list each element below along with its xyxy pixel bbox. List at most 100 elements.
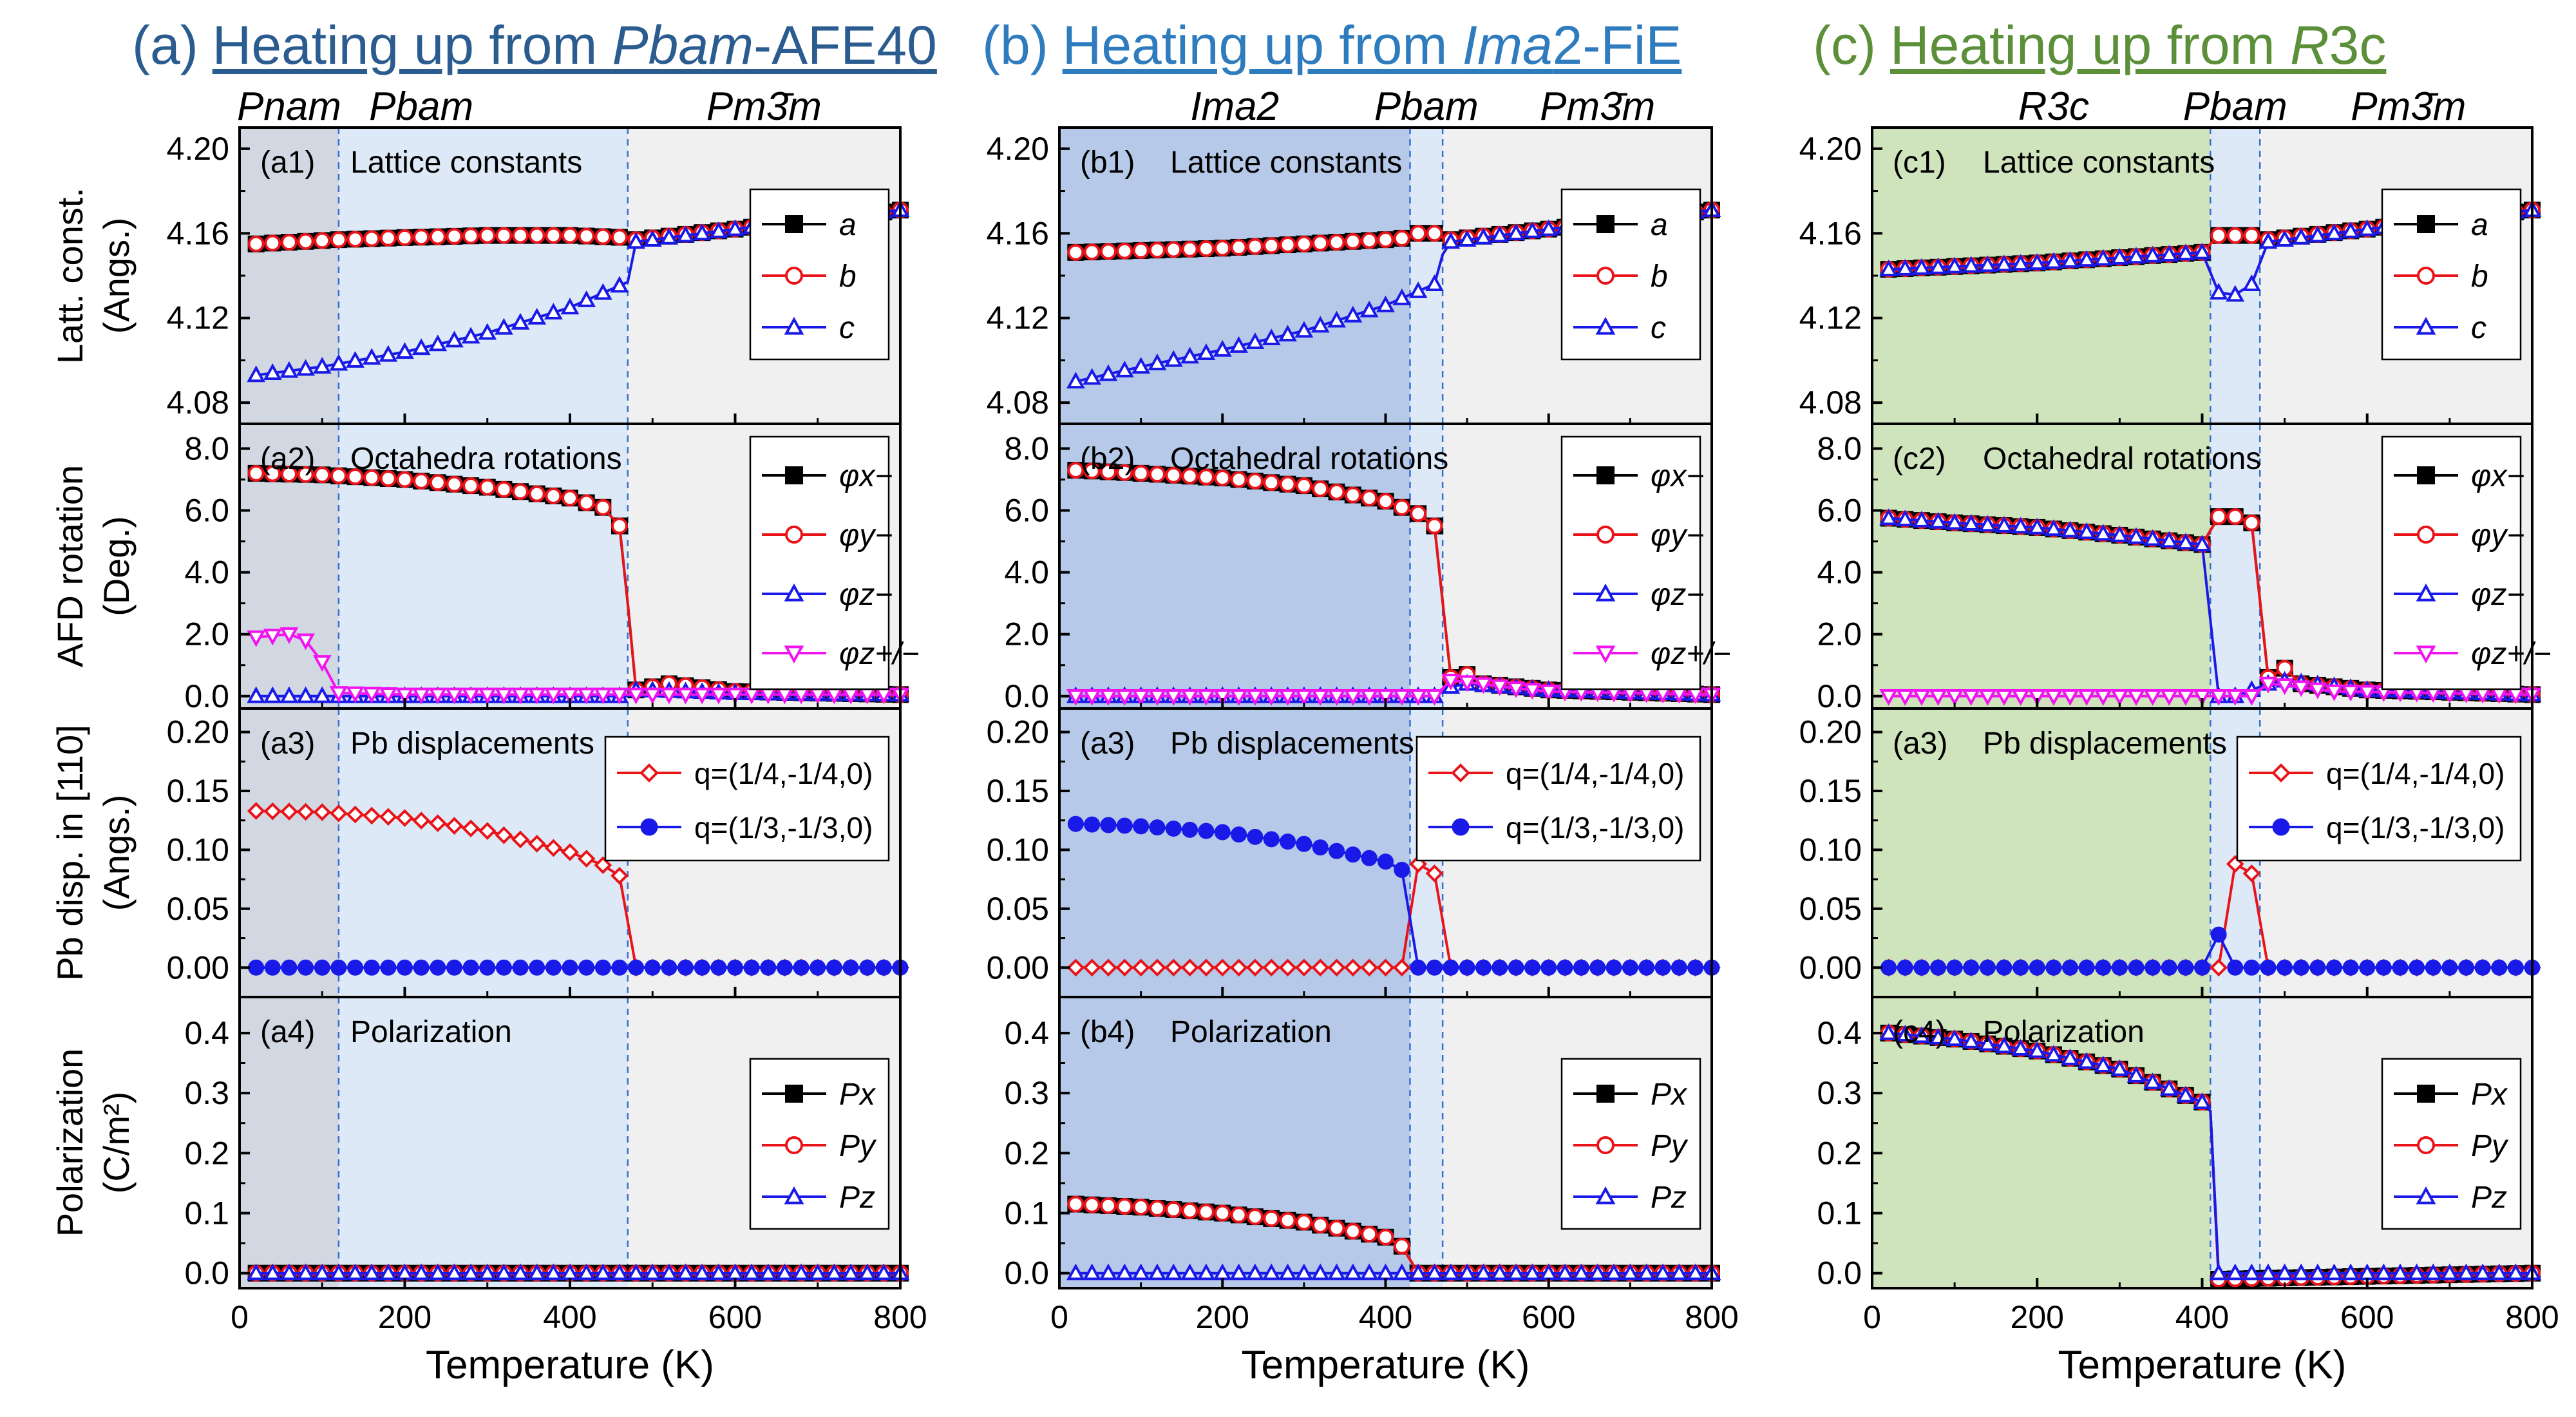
data-point [1230, 471, 1247, 488]
data-point [2094, 1056, 2113, 1073]
data-point [2341, 685, 2360, 702]
legend-label: Pz [1651, 1181, 1687, 1215]
data-point [1295, 958, 1313, 977]
data-point [1686, 1263, 1705, 1280]
data-point [248, 959, 265, 976]
data-point [1245, 689, 1265, 706]
data-point [785, 466, 803, 484]
data-point [2417, 215, 2435, 233]
data-point [1425, 274, 1444, 291]
data-point [1278, 689, 1297, 706]
data-point [2275, 230, 2295, 247]
data-point [1132, 689, 1151, 706]
data-point [379, 808, 397, 826]
data-point [2272, 818, 2290, 836]
legend: Px Py Pz [2381, 1058, 2522, 1230]
panel-a3: 0.00 0.05 0.10 0.15 0.20 (a3) Pb displacements… [167, 707, 909, 998]
data-point [247, 1263, 266, 1280]
data-point [825, 1263, 844, 1280]
phase-label: Pbam [369, 84, 473, 129]
data-point [1588, 1263, 1607, 1280]
data-point [1637, 1263, 1656, 1280]
column-title-b: (b) Heating up from Ima2-FiE [982, 14, 1681, 77]
y-axis-title-line: AFD rotation [50, 465, 90, 667]
legend-label: φy− [1651, 518, 1704, 553]
legend-item: Pz [1573, 1181, 1687, 1215]
data-point [1115, 958, 1134, 977]
data-point [676, 687, 695, 705]
data-point [1622, 959, 1638, 976]
phase-region [1410, 997, 1443, 1288]
data-point [1378, 853, 1394, 870]
legend-item: φz− [2394, 578, 2524, 612]
data-point [2441, 959, 2458, 976]
legend-box [1416, 736, 1701, 862]
data-point [594, 959, 611, 976]
data-point [2242, 864, 2261, 882]
data-point [1604, 1263, 1624, 1280]
phase-label: Pnam [237, 84, 341, 129]
data-point [1148, 1200, 1166, 1217]
data-point [639, 763, 659, 783]
legend-label: q=(1/4,-1/4,0) [2326, 757, 2505, 790]
legend-box [2381, 435, 2522, 690]
legend-label: φz− [839, 578, 893, 612]
data-point [395, 342, 414, 359]
y-tick-label: 0.2 [1817, 1135, 1862, 1171]
x-tick-label: 400 [1359, 1299, 1412, 1335]
series-group [247, 1263, 910, 1282]
y-axis-title-units: (C/m²) [96, 1092, 137, 1194]
data-point [2143, 245, 2163, 263]
data-point [2159, 1079, 2179, 1096]
data-point [1475, 959, 1492, 976]
data-point [594, 499, 612, 516]
phase-label: Ima2 [1190, 84, 1279, 129]
series-group [1066, 462, 1721, 706]
data-point [1099, 364, 1118, 381]
data-point [1083, 462, 1101, 480]
data-point [1978, 689, 1997, 706]
data-point [363, 806, 381, 825]
data-point [1393, 499, 1410, 516]
data-point [1596, 1136, 1615, 1154]
data-point [1994, 689, 2014, 706]
data-point [1408, 689, 1428, 706]
data-point [2128, 959, 2145, 976]
data-point [512, 227, 529, 244]
panel-tag: (c2) [1893, 442, 1946, 476]
legend-item: φx− [2394, 459, 2524, 493]
data-point [1230, 238, 1247, 256]
data-point [2011, 517, 2031, 534]
data-point [511, 830, 529, 849]
data-point [560, 687, 580, 705]
y-tick-label: 4.08 [167, 385, 229, 421]
data-point [529, 959, 545, 976]
data-point [784, 645, 804, 664]
y-tick-label: 4.08 [987, 385, 1049, 421]
data-point [2126, 247, 2146, 264]
legend-item: b [762, 260, 857, 294]
data-point [296, 686, 315, 703]
data-point [2417, 267, 2435, 285]
data-point [1311, 1263, 1330, 1280]
legend-item: Px [1573, 1078, 1688, 1112]
data-point [2417, 526, 2435, 544]
data-point [1132, 958, 1150, 977]
data-point [1654, 959, 1671, 976]
data-point [1198, 823, 1215, 839]
legend-label: φz+/− [839, 637, 920, 671]
data-point [1392, 1263, 1412, 1280]
data-point [379, 470, 397, 488]
data-point [527, 1263, 547, 1280]
data-point [1180, 347, 1199, 364]
data-point [1165, 241, 1182, 258]
legend-box [2236, 736, 2522, 862]
data-point [2271, 763, 2291, 783]
data-point [527, 835, 546, 853]
data-point [611, 517, 628, 535]
column-title-text: Heating up from Pbam-AFE40 [212, 15, 937, 75]
data-point [578, 494, 595, 511]
x-tick-label: 600 [708, 1299, 762, 1335]
data-point [2027, 1041, 2047, 1058]
data-point [1328, 483, 1345, 500]
